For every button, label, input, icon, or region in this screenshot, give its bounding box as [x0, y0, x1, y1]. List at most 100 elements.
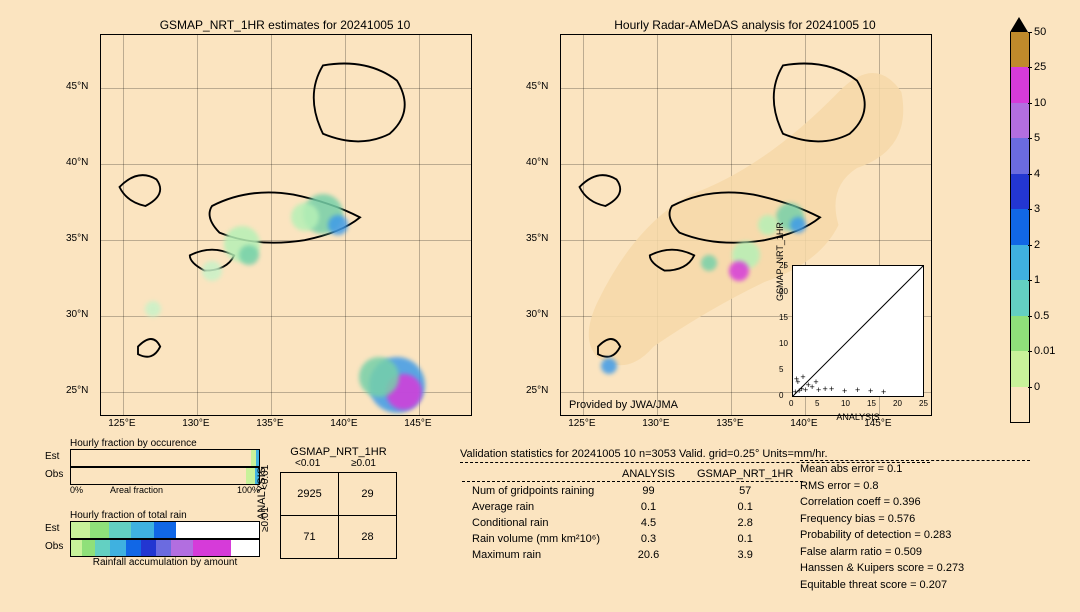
scatter-point: + [829, 385, 834, 394]
metric-line: False alarm ratio = 0.509 [800, 544, 1030, 561]
hbar-seg [171, 540, 195, 556]
scatter-inset: +++++++++++++++++ANALYSISGSMAP_NRT_1HR00… [792, 265, 924, 397]
scatter-point: + [823, 385, 828, 394]
val-cell: Num of gridpoints raining [462, 484, 610, 498]
val-col-header: GSMAP_NRT_1HR [687, 467, 803, 482]
metric-line: Frequency bias = 0.576 [800, 511, 1030, 528]
hbar-label: Obs [45, 469, 63, 480]
scatter-tick: 0 [789, 399, 793, 408]
validation-header: Validation statistics for 20241005 10 n=… [460, 448, 930, 460]
hbar-label: Est [45, 523, 59, 534]
scatter-tick: 5 [779, 365, 783, 374]
colorbar-tick: 25 [1034, 61, 1046, 73]
ytick-label: 25°N [66, 385, 88, 396]
val-cell: 0.1 [612, 500, 685, 514]
cont-cell: 2925 [281, 473, 339, 516]
hbar-seg [141, 540, 157, 556]
contingency-panel: GSMAP_NRT_1HR <0.01 ≥0.01 2925297128 [280, 446, 397, 559]
colorbar-arrow-icon [1010, 17, 1028, 32]
metric-line: Correlation coeff = 0.396 [800, 494, 1030, 511]
hbar-row: Obs [70, 539, 260, 557]
val-cell: 20.6 [612, 548, 685, 562]
xtick-label: 125°E [108, 418, 135, 429]
val-cell: Maximum rain [462, 548, 610, 562]
val-cell: 2.8 [687, 516, 803, 530]
val-cell: Conditional rain [462, 516, 610, 530]
contingency-col-header: GSMAP_NRT_1HR [280, 446, 397, 458]
cont-col-label: ≥0.01 [351, 458, 376, 469]
colorbar-tick: 0.5 [1034, 310, 1049, 322]
ytick-label: 30°N [66, 309, 88, 320]
left-map [100, 34, 472, 416]
colorbar-tick: 4 [1034, 168, 1040, 180]
scatter-point: + [842, 387, 847, 396]
colorbar-tick: 1 [1034, 274, 1040, 286]
metrics-list: Mean abs error = 0.1RMS error = 0.8Corre… [800, 460, 1030, 593]
colorbar-tick: 3 [1034, 203, 1040, 215]
ytick-label: 45°N [526, 81, 548, 92]
hbar-label: Obs [45, 541, 63, 552]
rain-blob [328, 215, 348, 235]
validation-table: ANALYSISGSMAP_NRT_1HR Num of gridpoints r… [460, 465, 805, 564]
hbar-seg [82, 540, 96, 556]
colorbar-segment [1010, 351, 1030, 386]
hbar-seg [109, 522, 133, 538]
hbar-label: Est [45, 451, 59, 462]
scatter-tick: 20 [893, 399, 902, 408]
hbar-seg [71, 522, 91, 538]
hbar-seg [71, 468, 247, 484]
scatter-point: + [794, 375, 799, 384]
scatter-tick: 10 [841, 399, 850, 408]
cont-row-label: <0.01 [260, 465, 271, 490]
cont-cell: 71 [281, 516, 339, 559]
occurrence-title: Hourly fraction by occurence [70, 438, 260, 449]
axis-mid: Areal fraction [110, 485, 163, 495]
val-cell: 3.9 [687, 548, 803, 562]
xtick-label: 130°E [642, 418, 669, 429]
ytick-label: 40°N [66, 157, 88, 168]
xtick-label: 135°E [256, 418, 283, 429]
hbar-seg [154, 522, 178, 538]
cont-row-label: ≥0.01 [260, 507, 271, 532]
scatter-point: + [855, 386, 860, 395]
hbar-row: Obs [70, 467, 260, 485]
hbar-seg [71, 450, 252, 466]
hbar-seg [176, 522, 260, 538]
cont-cell: 28 [339, 516, 397, 559]
val-col-header: ANALYSIS [612, 467, 685, 482]
metric-line: Probability of detection = 0.283 [800, 527, 1030, 544]
val-col-header [462, 467, 610, 482]
hbar-seg [95, 540, 111, 556]
ytick-label: 25°N [526, 385, 548, 396]
scatter-tick: 15 [779, 313, 788, 322]
cont-cell: 29 [339, 473, 397, 516]
scatter-tick: 25 [919, 399, 928, 408]
cont-col-label: <0.01 [295, 458, 320, 469]
colorbar-tick: 10 [1034, 97, 1046, 109]
val-cell: 0.1 [687, 500, 803, 514]
xtick-label: 135°E [716, 418, 743, 429]
val-cell: 4.5 [612, 516, 685, 530]
rain-blob [291, 203, 319, 231]
colorbar-segment [1010, 280, 1030, 315]
hbar-seg [231, 540, 260, 556]
metric-line: Hanssen & Kuipers score = 0.273 [800, 560, 1030, 577]
val-cell: Rain volume (mm km²10⁶) [462, 532, 610, 546]
scatter-tick: 10 [779, 339, 788, 348]
hbar-seg [110, 540, 126, 556]
colorbar-segment [1010, 316, 1030, 351]
val-cell: 99 [612, 484, 685, 498]
hbar-seg [126, 540, 142, 556]
scatter-tick: 25 [779, 261, 788, 270]
scatter-tick: 0 [779, 391, 783, 400]
ytick-label: 40°N [526, 157, 548, 168]
rain-blob [601, 358, 617, 374]
colorbar-tick: 0.01 [1034, 345, 1055, 357]
hbar-row: Est [70, 449, 260, 467]
coastline-left [101, 35, 471, 415]
panel-title-left: GSMAP_NRT_1HR estimates for 20241005 10 [100, 18, 470, 32]
rain-blob [701, 255, 717, 271]
totalrain-title: Hourly fraction of total rain [70, 510, 260, 521]
rain-blob [729, 261, 749, 281]
scatter-tick: 5 [815, 399, 819, 408]
